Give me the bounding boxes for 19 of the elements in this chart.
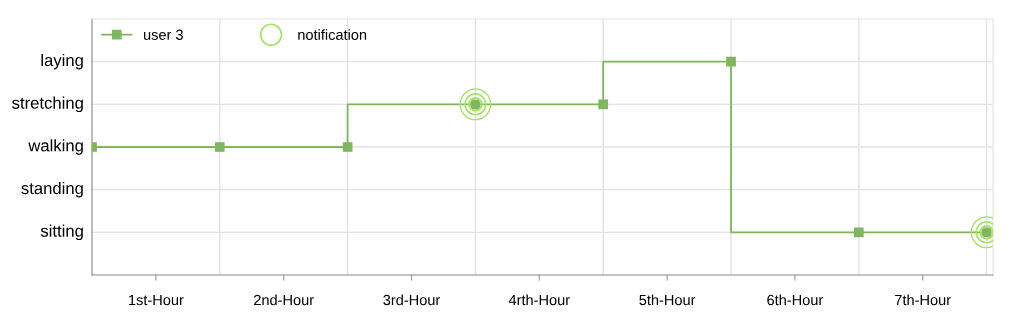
text: laying	[41, 53, 83, 70]
legend-label: notification	[298, 29, 367, 40]
point	[726, 56, 736, 67]
point	[214, 142, 225, 152]
x-tick-label: 2nd-Hour	[254, 294, 314, 306]
x-tick-label: 4rth-Hour	[508, 294, 570, 306]
x-tick-label: 6th-Hour	[767, 294, 824, 306]
point	[853, 227, 864, 238]
x-tick-label: 5th-Hour	[639, 294, 696, 306]
text: stretching	[12, 96, 83, 113]
text: sitting	[40, 224, 83, 241]
legend-label: user 3	[143, 29, 183, 40]
text: walking	[28, 139, 83, 155]
x-tick-label: 3rd-Hour	[383, 294, 441, 306]
x-tick-label: 1st-Hour	[129, 294, 184, 306]
point	[342, 142, 353, 152]
x-tick-label: 7th-Hour	[895, 294, 951, 306]
text: standing	[21, 181, 83, 198]
point	[598, 99, 609, 110]
